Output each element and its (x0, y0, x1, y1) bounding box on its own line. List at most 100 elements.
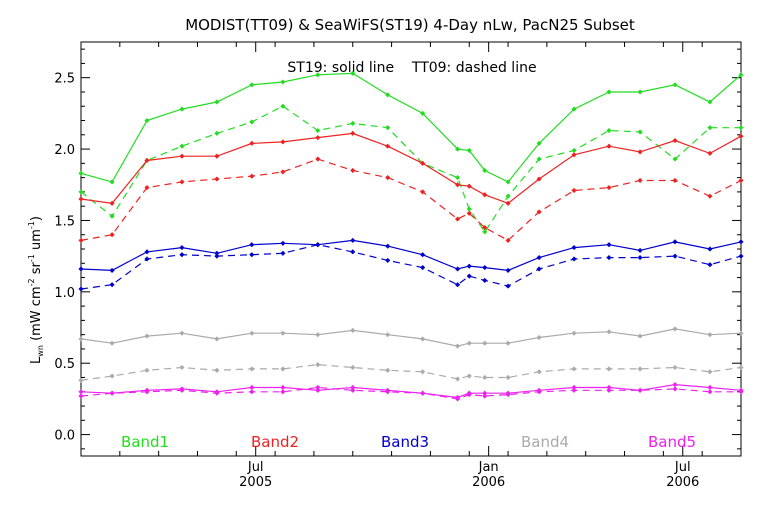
data-point (249, 140, 255, 146)
data-point (385, 92, 391, 98)
series-line (80, 158, 742, 242)
data-point (482, 264, 488, 271)
data-point (385, 389, 391, 395)
data-point (249, 252, 255, 258)
data-point (707, 125, 713, 131)
data-point (420, 189, 426, 195)
data-point (280, 250, 286, 256)
data-point (466, 392, 472, 398)
data-point (350, 237, 356, 243)
data-point (637, 247, 643, 253)
y-tick-label: 0.5 (54, 357, 75, 372)
data-point (315, 384, 321, 391)
data-point (637, 149, 643, 155)
data-point (606, 329, 612, 335)
data-point (482, 277, 488, 283)
data-point (707, 384, 713, 391)
line-style-annotation: ST19: solid line TT09: dashed line (287, 60, 536, 76)
data-point (455, 343, 461, 349)
data-point (144, 117, 150, 124)
data-point (482, 225, 488, 231)
data-point (505, 200, 511, 206)
y-tick-label: 0.0 (54, 429, 75, 444)
data-point (482, 229, 488, 235)
data-point (571, 366, 577, 372)
data-point (707, 150, 713, 156)
data-point (214, 99, 220, 105)
data-point (672, 137, 678, 144)
y-label-exp2: -1 (27, 254, 36, 262)
data-point (214, 153, 220, 159)
y-label-main: L (29, 356, 44, 364)
data-point (505, 283, 511, 289)
data-point (420, 160, 426, 166)
data-point (315, 135, 321, 141)
data-point (505, 267, 511, 273)
y-label-mid: sr (29, 262, 44, 279)
data-point (385, 332, 391, 338)
data-point (350, 70, 356, 76)
data-point (249, 119, 255, 125)
data-point (385, 367, 391, 373)
data-point (571, 152, 577, 158)
x-tick-month-label: Jul (247, 460, 264, 475)
x-tick-year-label: 2006 (666, 475, 699, 490)
series-line (80, 72, 742, 183)
data-point (637, 366, 643, 372)
data-point (536, 140, 542, 146)
data-point (707, 369, 713, 375)
series-line (80, 244, 742, 290)
data-point (179, 252, 185, 258)
series-band1-dashed (78, 103, 744, 235)
data-point (280, 169, 286, 175)
data-point (536, 156, 542, 162)
legend-item-band4: Band4 (521, 433, 569, 451)
data-point (455, 396, 461, 402)
data-point (455, 266, 461, 272)
data-point (672, 326, 678, 332)
data-point (78, 286, 84, 292)
data-point (109, 179, 115, 185)
data-point (571, 245, 577, 251)
data-point (144, 185, 150, 191)
y-tick-label: 1.0 (54, 286, 75, 301)
data-point (505, 193, 511, 199)
data-point (315, 332, 321, 338)
data-point (78, 170, 84, 176)
data-point (385, 257, 391, 263)
data-point (280, 389, 286, 395)
data-point (707, 332, 713, 338)
legend-item-band1: Band1 (121, 433, 169, 451)
data-point (571, 106, 577, 112)
data-point (249, 366, 255, 372)
data-point (249, 242, 255, 248)
data-point (672, 253, 678, 259)
data-point (672, 82, 678, 88)
data-point (179, 153, 185, 159)
series-band3-dashed (78, 242, 744, 292)
data-point (455, 182, 461, 188)
data-point (315, 127, 321, 134)
data-point (637, 255, 643, 261)
y-tick-label: 2.5 (54, 72, 75, 87)
y-axis-label: Lwn (mW cm-2 sr-1 um-1) (27, 216, 45, 364)
data-point (280, 384, 286, 391)
data-point (350, 167, 356, 174)
data-point (606, 255, 612, 261)
data-point (179, 245, 185, 251)
series-line (80, 328, 742, 347)
data-point (78, 336, 84, 342)
data-point (505, 179, 511, 185)
y-tick-label: 2.0 (54, 143, 75, 158)
data-point (78, 266, 84, 272)
data-point (78, 237, 84, 243)
data-point (455, 216, 461, 222)
data-point (707, 99, 713, 105)
series-line (80, 363, 742, 381)
y-tick-label: 1.5 (54, 214, 75, 229)
data-point (179, 179, 185, 185)
series-band1-solid (78, 70, 744, 185)
data-point (78, 393, 84, 399)
data-point (536, 266, 542, 272)
series-line (80, 383, 742, 399)
